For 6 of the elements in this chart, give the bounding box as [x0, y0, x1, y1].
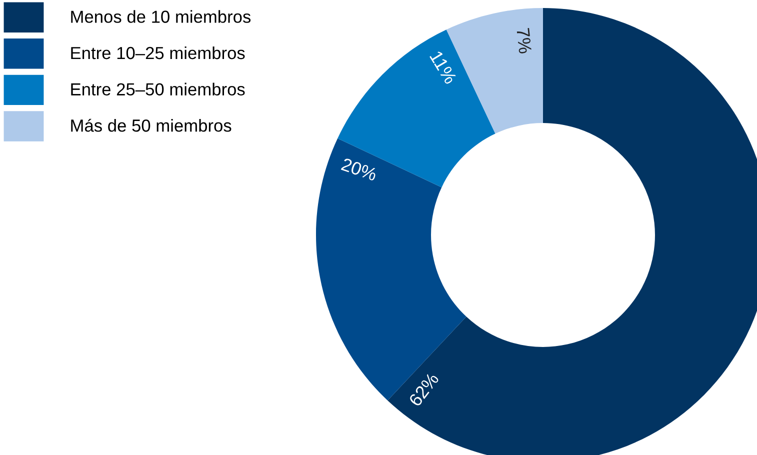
legend-label: Más de 50 miembros [71, 118, 232, 132]
legend-label: Entre 25–50 miembros [71, 82, 245, 96]
legend-label: Entre 10–25 miembros [71, 46, 245, 60]
legend-label: Menos de 10 miembros [71, 10, 251, 23]
data-label: 20% [340, 158, 378, 182]
data-label: 7% [516, 28, 532, 54]
